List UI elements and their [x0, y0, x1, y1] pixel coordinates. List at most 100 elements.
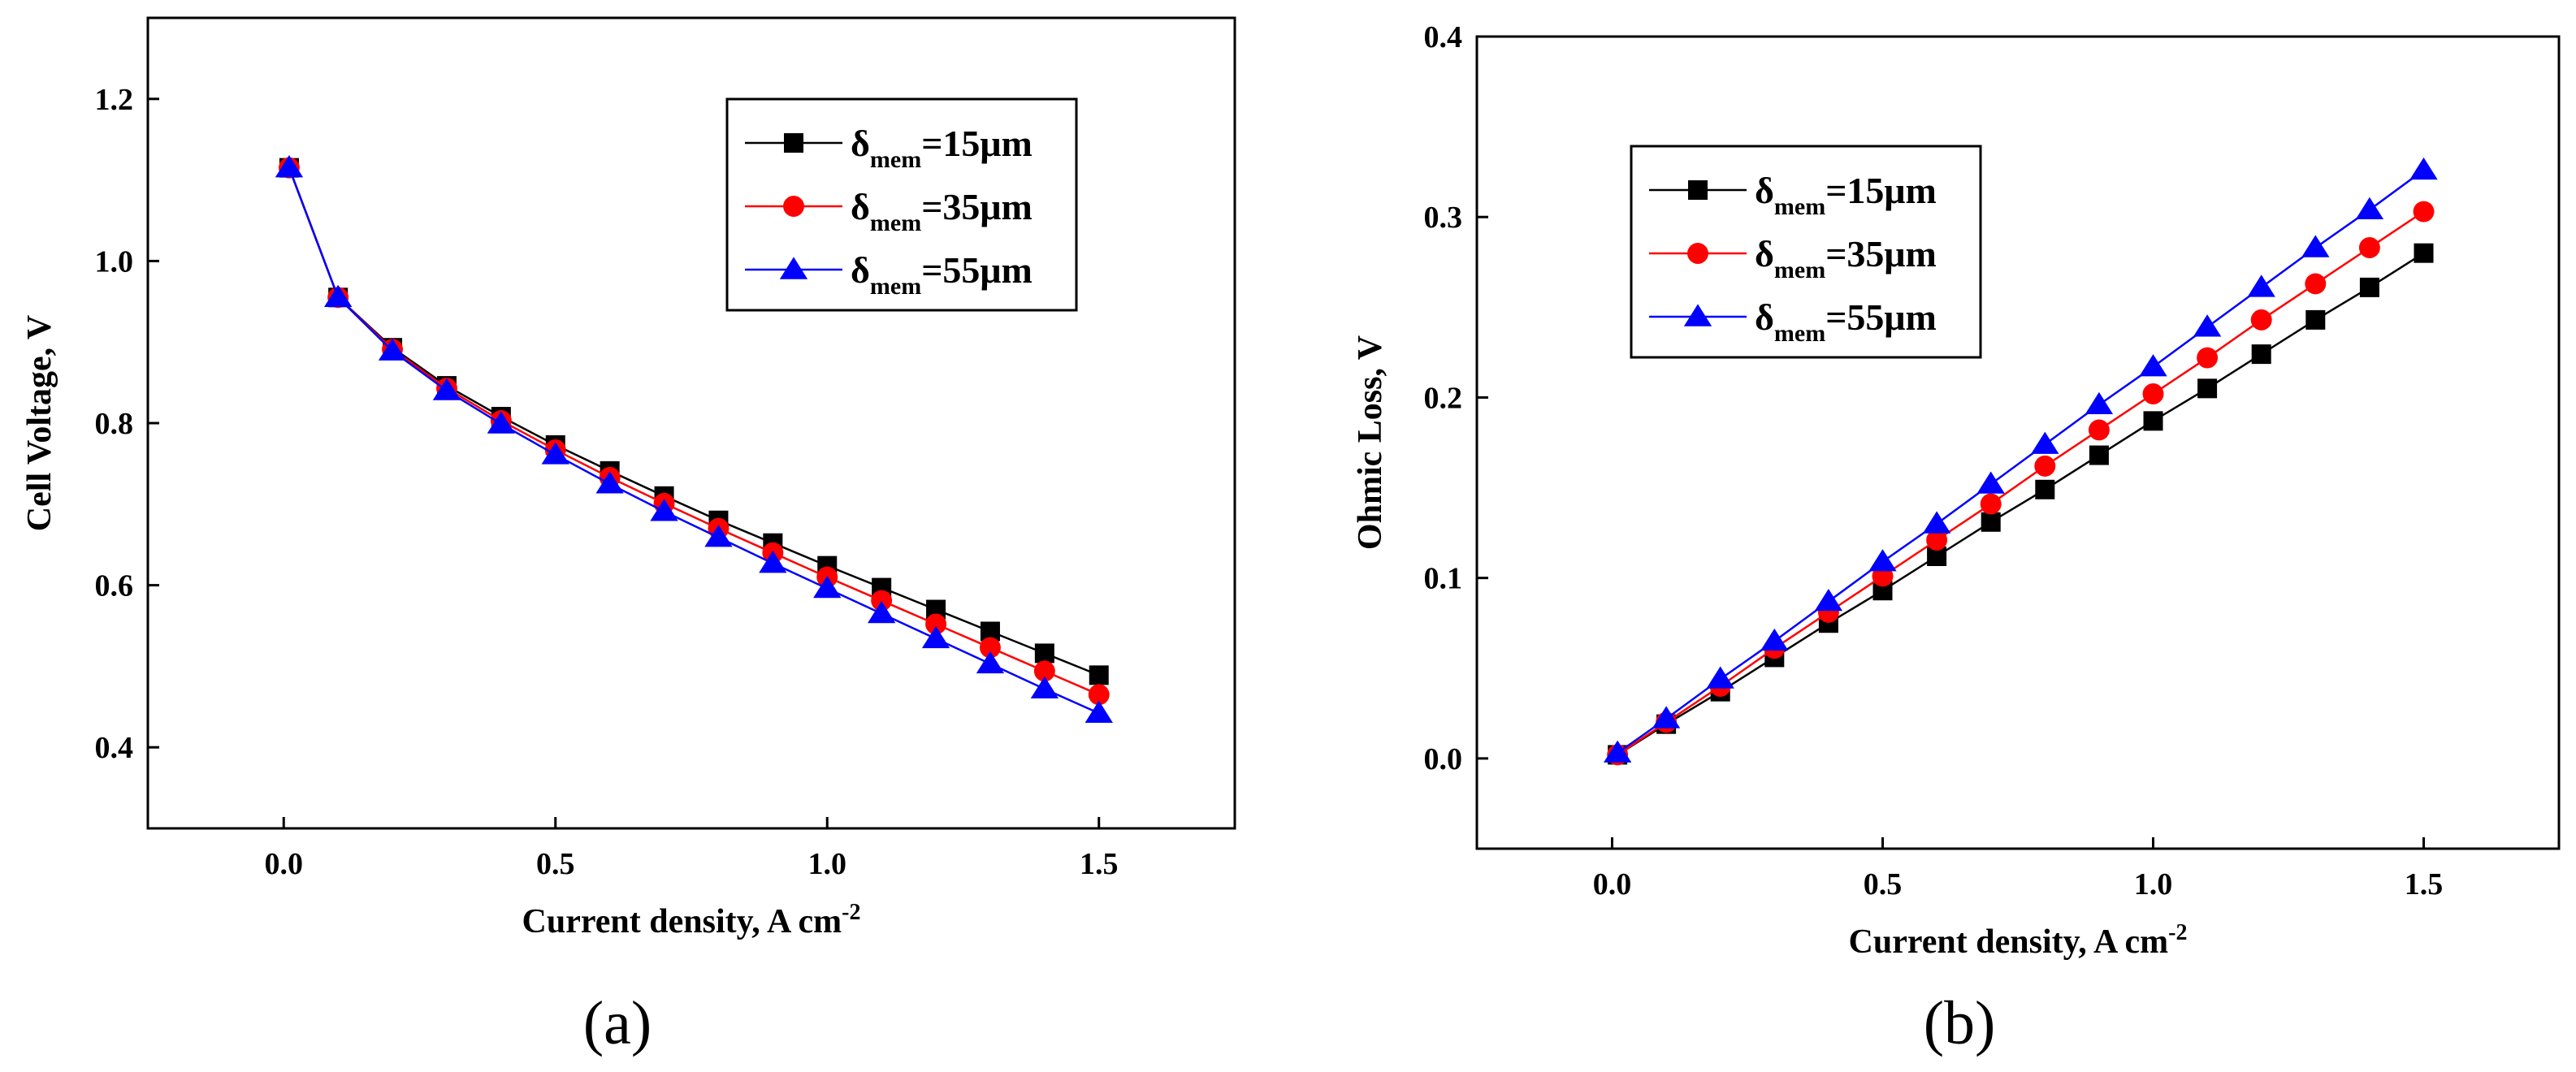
- data-point-series-3: [2409, 157, 2438, 180]
- data-point-series-3: [1652, 706, 1681, 728]
- data-point-series-2: [2088, 419, 2110, 441]
- data-point-series-3: [1085, 700, 1113, 723]
- data-point-series-2: [2034, 455, 2056, 477]
- data-point-series-1: [1981, 512, 2001, 532]
- data-point-series-2: [1926, 530, 1948, 551]
- data-point-series-3: [1030, 676, 1059, 699]
- data-point-series-3: [2085, 391, 2114, 415]
- data-point-series-3: [976, 651, 1005, 674]
- x-axis-title-main: Current density, A cm: [1849, 923, 2169, 961]
- x-axis-title-superscript: -2: [2168, 920, 2187, 945]
- data-point-series-3: [1814, 588, 1843, 612]
- data-point-series-3: [2355, 197, 2384, 220]
- x-tick-label: 0.5: [536, 847, 575, 881]
- series-line-2: [1617, 210, 2425, 756]
- data-point-series-3: [921, 625, 950, 649]
- legend-label-symbol: δ: [1755, 170, 1774, 211]
- data-point-series-3: [2031, 431, 2059, 454]
- data-point-series-3: [759, 551, 787, 573]
- legend-label-subscript: mem: [870, 273, 921, 300]
- chart-panel-a: 0.0 0.5 1.0 1.5 0.4 0.6 0.8 1.0 1.2 Current densi…: [21, 16, 1236, 940]
- x-tick-label: 0.0: [1593, 867, 1632, 901]
- data-point-series-1: [2251, 344, 2271, 365]
- y-axis-title: Cell Voltage, V: [21, 315, 58, 531]
- data-point-series-2: [2197, 347, 2219, 369]
- legend-label: δmem=55μm: [851, 249, 1033, 300]
- data-point-series-1: [2414, 243, 2434, 263]
- panel-b-label: (b): [1924, 989, 1996, 1057]
- panel-a-label: (a): [583, 989, 652, 1057]
- data-point-series-2: [1033, 660, 1055, 682]
- series-line-1: [1617, 252, 2425, 756]
- legend-label-symbol: δ: [851, 186, 870, 227]
- legend-marker: [1687, 243, 1708, 264]
- legend-label-value: =15μm: [921, 123, 1033, 164]
- data-point-series-2: [1980, 493, 2002, 515]
- legend-label: δmem=35μm: [851, 186, 1033, 236]
- legend-label-symbol: δ: [1755, 233, 1774, 274]
- legend-marker: [784, 133, 803, 153]
- series-line-2: [288, 167, 1100, 696]
- data-point-series-1: [2035, 479, 2055, 499]
- y-tick-label: 1.0: [95, 244, 134, 279]
- y-tick-label: 0.3: [1424, 201, 1463, 235]
- data-point-series-3: [2301, 235, 2330, 257]
- data-point-series-1: [1089, 665, 1109, 685]
- legend-label-value: =35μm: [921, 186, 1033, 227]
- data-point-series-3: [275, 155, 304, 178]
- legend-label-subscript: mem: [1774, 193, 1825, 220]
- data-point-series-2: [2358, 237, 2380, 258]
- data-point-series-1: [2305, 309, 2326, 330]
- data-point-series-2: [2142, 383, 2164, 404]
- plot-frame: [1475, 35, 2561, 850]
- data-point-series-3: [1868, 549, 1897, 572]
- x-axis-title: Current density, A cm-2: [522, 900, 861, 940]
- y-tick-label: 0.1: [1424, 562, 1463, 596]
- data-point-series-3: [1922, 511, 1951, 534]
- x-tick-label: 1.5: [1080, 847, 1119, 881]
- data-point-series-3: [867, 600, 896, 624]
- legend-label-symbol: δ: [1755, 296, 1774, 338]
- x-tick-label: 1.0: [2134, 867, 2173, 901]
- data-point-series-1: [2089, 445, 2109, 465]
- series-line-3: [288, 167, 1100, 715]
- legend-label-value: =55μm: [921, 249, 1033, 291]
- legend-marker: [1683, 304, 1712, 326]
- legend-label-value: =35μm: [1825, 233, 1937, 274]
- legend-marker: [1688, 180, 1708, 200]
- data-point-series-3: [378, 338, 407, 361]
- y-axis-title: Ohmic Loss, V: [1352, 335, 1389, 550]
- data-point-series-3: [432, 378, 461, 400]
- y-tick-label: 1.2: [95, 83, 134, 117]
- legend-label-symbol: δ: [851, 123, 870, 164]
- data-point-series-3: [813, 575, 842, 599]
- data-point-series-1: [2359, 277, 2379, 297]
- x-tick-label: 1.0: [808, 847, 847, 881]
- y-tick-label: 0.6: [95, 569, 134, 603]
- y-tick-label: 0.4: [1424, 20, 1463, 54]
- data-point-series-2: [871, 590, 893, 612]
- legend-label-value: =15μm: [1825, 170, 1937, 211]
- y-tick-label: 0.0: [1424, 742, 1463, 776]
- legend-marker: [779, 257, 808, 279]
- legend-label: δmem=35μm: [1755, 233, 1937, 283]
- legend-label-subscript: mem: [1774, 320, 1825, 347]
- data-point-series-3: [323, 284, 353, 308]
- data-point-series-2: [979, 637, 1001, 659]
- data-point-series-3: [2139, 354, 2167, 377]
- data-point-series-2: [2413, 201, 2435, 223]
- legend-label: δmem=15μm: [1755, 170, 1937, 220]
- data-point-series-1: [2197, 378, 2218, 399]
- legend-label: δmem=55μm: [1755, 296, 1937, 347]
- y-tick-label: 0.4: [95, 731, 134, 765]
- series-line-1: [288, 167, 1100, 676]
- legend-marker: [783, 196, 804, 217]
- data-point-series-3: [1976, 471, 2005, 494]
- legend-label-symbol: δ: [851, 249, 870, 291]
- x-tick-label: 1.5: [2405, 867, 2444, 901]
- x-tick-label: 0.5: [1864, 867, 1903, 901]
- data-point-series-3: [2247, 274, 2275, 297]
- data-point-series-3: [1706, 666, 1734, 689]
- data-point-series-3: [1760, 628, 1789, 651]
